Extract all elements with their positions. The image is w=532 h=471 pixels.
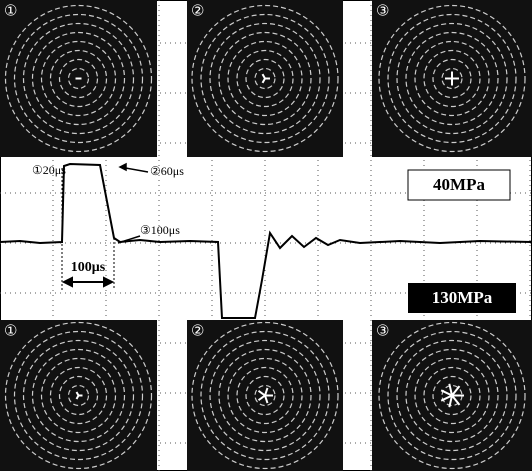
fringe-ring: [58, 375, 99, 416]
fringe-ring: [22, 22, 135, 135]
fringe-ring: [387, 13, 517, 144]
fringe-ring: [236, 366, 294, 425]
fringe-ring: [254, 67, 276, 90]
center-spark: [257, 394, 266, 402]
duration-arrow: [61, 276, 115, 288]
fringe-ring: [49, 366, 108, 425]
fringe-ring: [200, 330, 330, 461]
panel-label: ②: [191, 3, 204, 19]
fringe-ring: [40, 357, 117, 434]
fringe-ring: [209, 339, 321, 452]
fringe-ring: [58, 58, 99, 99]
fringe-ring: [378, 321, 526, 470]
fringe-ring: [414, 357, 490, 434]
arrow: [117, 235, 141, 244]
fringe-ring: [4, 4, 153, 153]
fringe-ring: [191, 321, 339, 470]
fringe-ring: [191, 4, 339, 153]
fringe-ring: [227, 357, 303, 434]
pressure-box: [408, 283, 516, 313]
fringe-ring: [31, 348, 126, 443]
fringe-ring: [67, 384, 90, 407]
fringe-ring: [13, 330, 144, 461]
image-panel: ①: [0, 0, 157, 157]
fringe-ring: [218, 31, 312, 126]
image-panel: ②: [187, 0, 343, 157]
fringe-ring: [67, 67, 90, 90]
fringe-ring: [200, 13, 330, 144]
image-panel: ③: [372, 320, 532, 471]
pressure-label: 130MPa: [432, 288, 493, 307]
panel-label: ①: [4, 323, 17, 339]
center-spark: [75, 391, 80, 396]
center-spark: [451, 385, 461, 397]
fringe-ring: [414, 40, 490, 117]
center-spark: [264, 395, 269, 404]
center-spark: [261, 77, 266, 84]
center-spark: [261, 73, 266, 80]
fringe-ring: [40, 40, 117, 117]
pressure-box: [407, 169, 511, 201]
fringe-ring: [22, 339, 135, 452]
image-panel: ③: [372, 0, 532, 157]
panel-label: ③: [376, 3, 389, 19]
fringe-ring: [378, 4, 526, 153]
fringe-ring: [254, 384, 276, 407]
center-spark: [440, 394, 453, 402]
annotation: ②60μs: [150, 164, 184, 178]
fringe-ring: [441, 67, 463, 90]
annotation: ①20μs: [32, 163, 66, 177]
fringe-ring: [432, 58, 472, 99]
fringe-ring: [4, 321, 153, 470]
arrow: [118, 162, 149, 173]
fringe-ring: [245, 375, 285, 416]
panel-label: ③: [376, 323, 389, 339]
fringe-ring: [236, 49, 294, 108]
center-spark: [451, 394, 461, 406]
center-spark: [264, 387, 269, 396]
fringe-ring: [387, 330, 517, 461]
fringe-ring: [245, 58, 285, 99]
center-spark: [75, 395, 80, 400]
center-spark: [257, 389, 266, 397]
fringe-ring: [13, 13, 144, 144]
center-spark: [448, 383, 453, 396]
panel-label: ②: [191, 323, 204, 339]
image-panel: ②: [187, 320, 343, 471]
fringe-ring: [31, 31, 126, 126]
fringe-ring: [432, 375, 472, 416]
fringe-ring: [423, 49, 481, 108]
fringe-ring: [218, 348, 312, 443]
fringe-ring: [227, 40, 303, 117]
pressure-label: 40MPa: [433, 175, 485, 194]
image-panel: ①: [0, 320, 157, 471]
center-spark: [448, 395, 453, 408]
annotation: ③100μs: [140, 223, 180, 237]
fringe-ring: [423, 366, 481, 425]
fringe-ring: [49, 49, 108, 108]
panel-label: ①: [4, 3, 17, 19]
fringe-ring: [405, 348, 499, 443]
fringe-ring: [209, 22, 321, 135]
fringe-ring: [396, 339, 508, 452]
fringe-ring: [396, 22, 508, 135]
center-spark: [440, 389, 453, 397]
duration-label: 100μs: [71, 260, 106, 275]
waveform: [0, 162, 532, 319]
fringe-ring: [405, 31, 499, 126]
